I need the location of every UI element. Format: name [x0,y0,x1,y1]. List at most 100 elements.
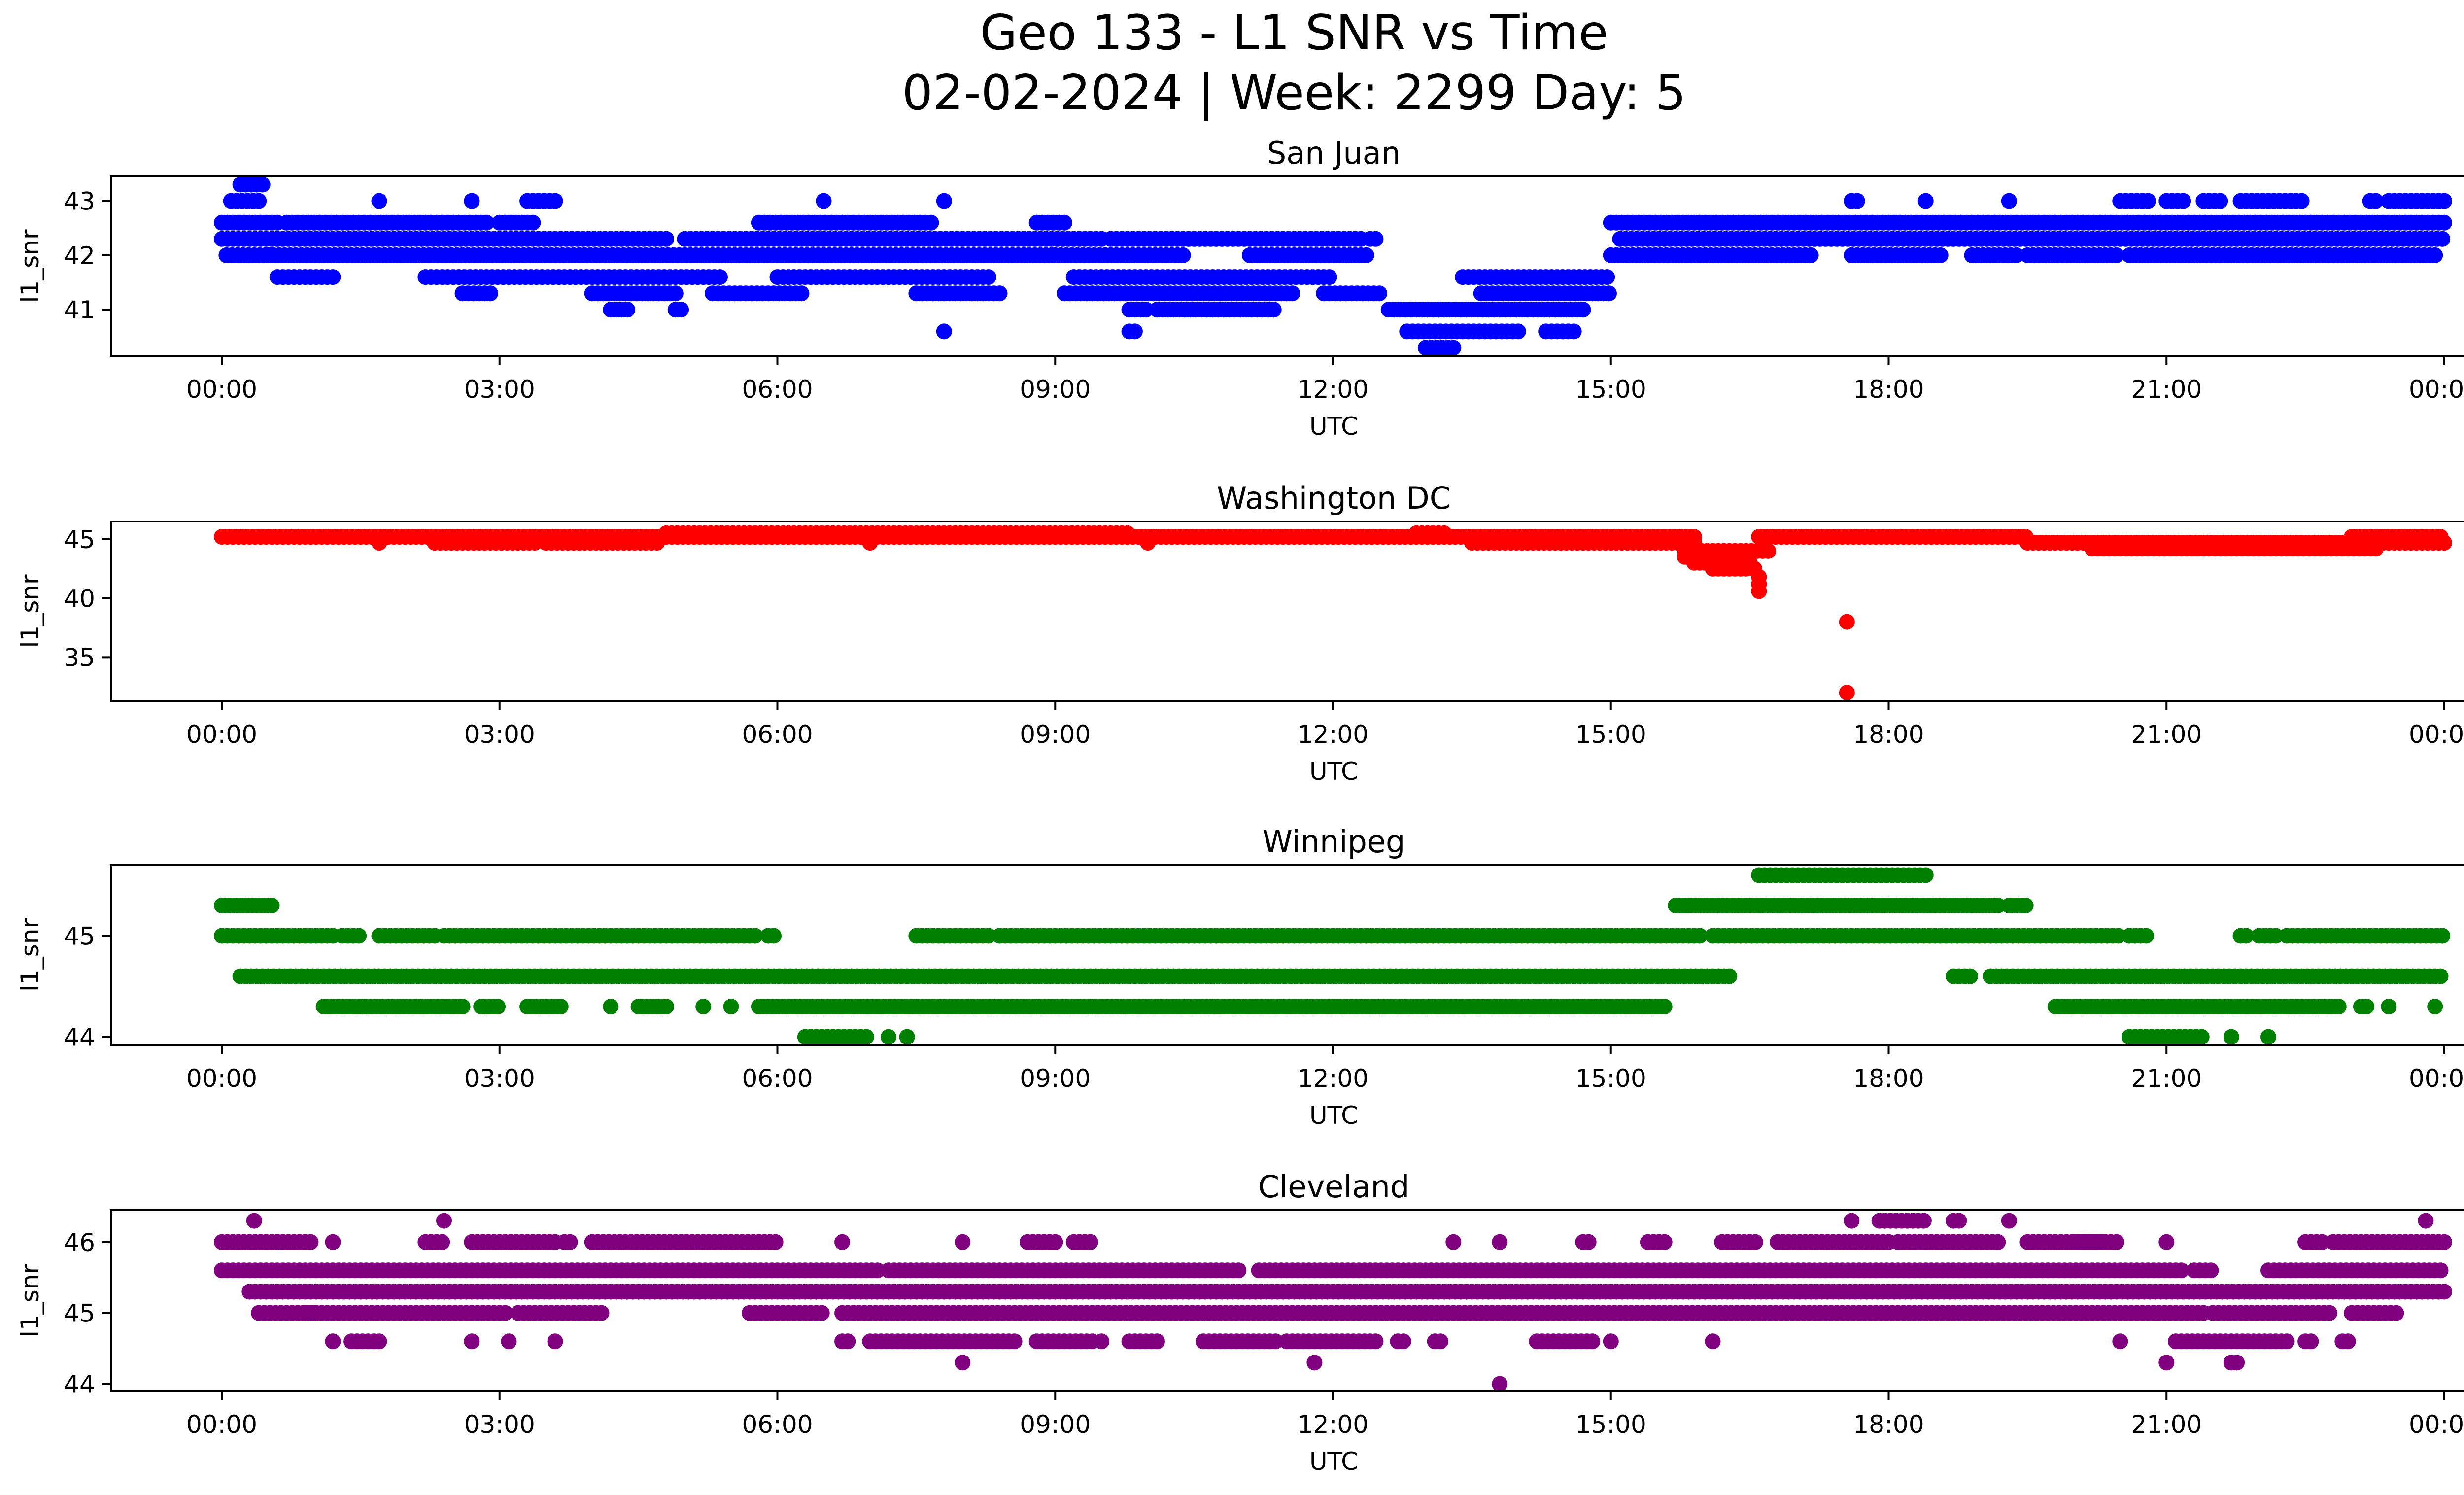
data-point [1599,269,1615,285]
data-point [264,898,280,913]
x-tick-label: 21:00 [2131,720,2202,749]
data-point [501,1333,517,1350]
data-point [2268,928,2284,944]
y-tick-label: 45 [64,1299,95,1328]
panel-title: San Juan [1267,135,1401,171]
data-point [2427,247,2443,263]
data-point [1932,247,1949,263]
y-axis-label: l1_snr [16,574,44,648]
data-point [1580,1234,1597,1250]
x-axis-label: UTC [1309,757,1358,786]
x-tick-label: 09:00 [1020,375,1091,404]
x-axis-label: UTC [1309,1447,1358,1476]
data-point [552,999,569,1015]
data-point [2436,193,2452,209]
x-tick-label: 03:00 [464,720,535,749]
data-point [251,193,267,209]
x-tick-label: 15:00 [1575,1064,1646,1093]
data-point [1057,214,1072,231]
y-tick-label: 44 [64,1023,95,1052]
data-point [2303,1333,2319,1350]
data-point [603,999,619,1015]
data-point [816,193,832,209]
y-axis-label: l1_snr [16,229,44,303]
data-point [2293,193,2310,209]
x-tick-label: 18:00 [1853,720,1924,749]
data-point [834,1234,850,1250]
data-point [1368,231,1384,247]
data-point [1445,1234,1462,1250]
data-point [2359,999,2375,1015]
data-point [1656,1234,1673,1250]
x-axis-label: UTC [1309,1101,1358,1130]
data-point [482,285,498,302]
data-point [2418,1213,2434,1229]
data-point [1492,1234,1508,1250]
data-point [2223,1029,2239,1045]
data-point [2436,214,2452,231]
x-tick-label: 12:00 [1298,375,1369,404]
x-tick-label: 00:00 [186,1064,257,1093]
x-tick-label: 18:00 [1853,1064,1924,1093]
y-tick-label: 45 [64,525,95,554]
x-tick-label: 09:00 [1020,720,1091,749]
x-axis-label: UTC [1309,412,1358,441]
data-point [2388,1305,2404,1321]
x-tick-label: 15:00 [1575,720,1646,749]
data-point [2434,231,2451,247]
data-point [747,928,763,944]
x-tick-label: 15:00 [1575,1410,1646,1439]
data-point [2436,1234,2452,1250]
data-point [658,231,674,247]
data-point [2001,193,2017,209]
data-point [1746,560,1762,577]
data-point [712,269,728,285]
data-point [793,285,810,302]
panel-title: Cleveland [1258,1169,1409,1205]
data-point [2108,1234,2124,1250]
data-point [2260,1029,2276,1045]
data-point [1149,1333,1165,1350]
data-point [2008,247,2024,263]
y-tick-label: 46 [64,1228,95,1257]
data-point [1751,583,1767,599]
data-point [1492,1376,1508,1392]
y-axis-label: l1_snr [16,918,44,992]
data-point [923,214,939,231]
x-tick-label: 03:00 [464,1064,535,1093]
data-point [2175,193,2191,209]
data-point [525,214,541,231]
data-point [1006,1333,1023,1350]
axes-frame [110,175,2464,357]
data-point [2158,1355,2175,1371]
data-point [2110,928,2126,944]
data-point [371,193,387,209]
data-point [1760,543,1777,559]
x-tick-label: 06:00 [742,1064,813,1093]
data-point [766,928,782,944]
data-point [2436,535,2452,551]
x-tick-label: 18:00 [1853,1410,1924,1439]
x-tick-label: 09:00 [1020,1064,1091,1093]
data-point [2427,999,2443,1015]
data-point [1436,525,1452,541]
data-point [1175,247,1191,263]
data-point [1962,968,1978,984]
data-point [464,193,480,209]
x-tick-label: 00:00 [2409,1064,2464,1093]
x-tick-label: 00:00 [2409,720,2464,749]
x-tick-label: 06:00 [742,720,813,749]
x-tick-label: 03:00 [464,375,535,404]
data-point [814,1305,830,1321]
y-tick-label: 45 [64,922,95,951]
data-point [1803,247,1819,263]
y-tick-label: 44 [64,1370,95,1399]
data-point [955,1355,971,1371]
data-point [1917,867,1934,883]
data-point [1140,535,1156,551]
x-tick-label: 12:00 [1298,1064,1369,1093]
